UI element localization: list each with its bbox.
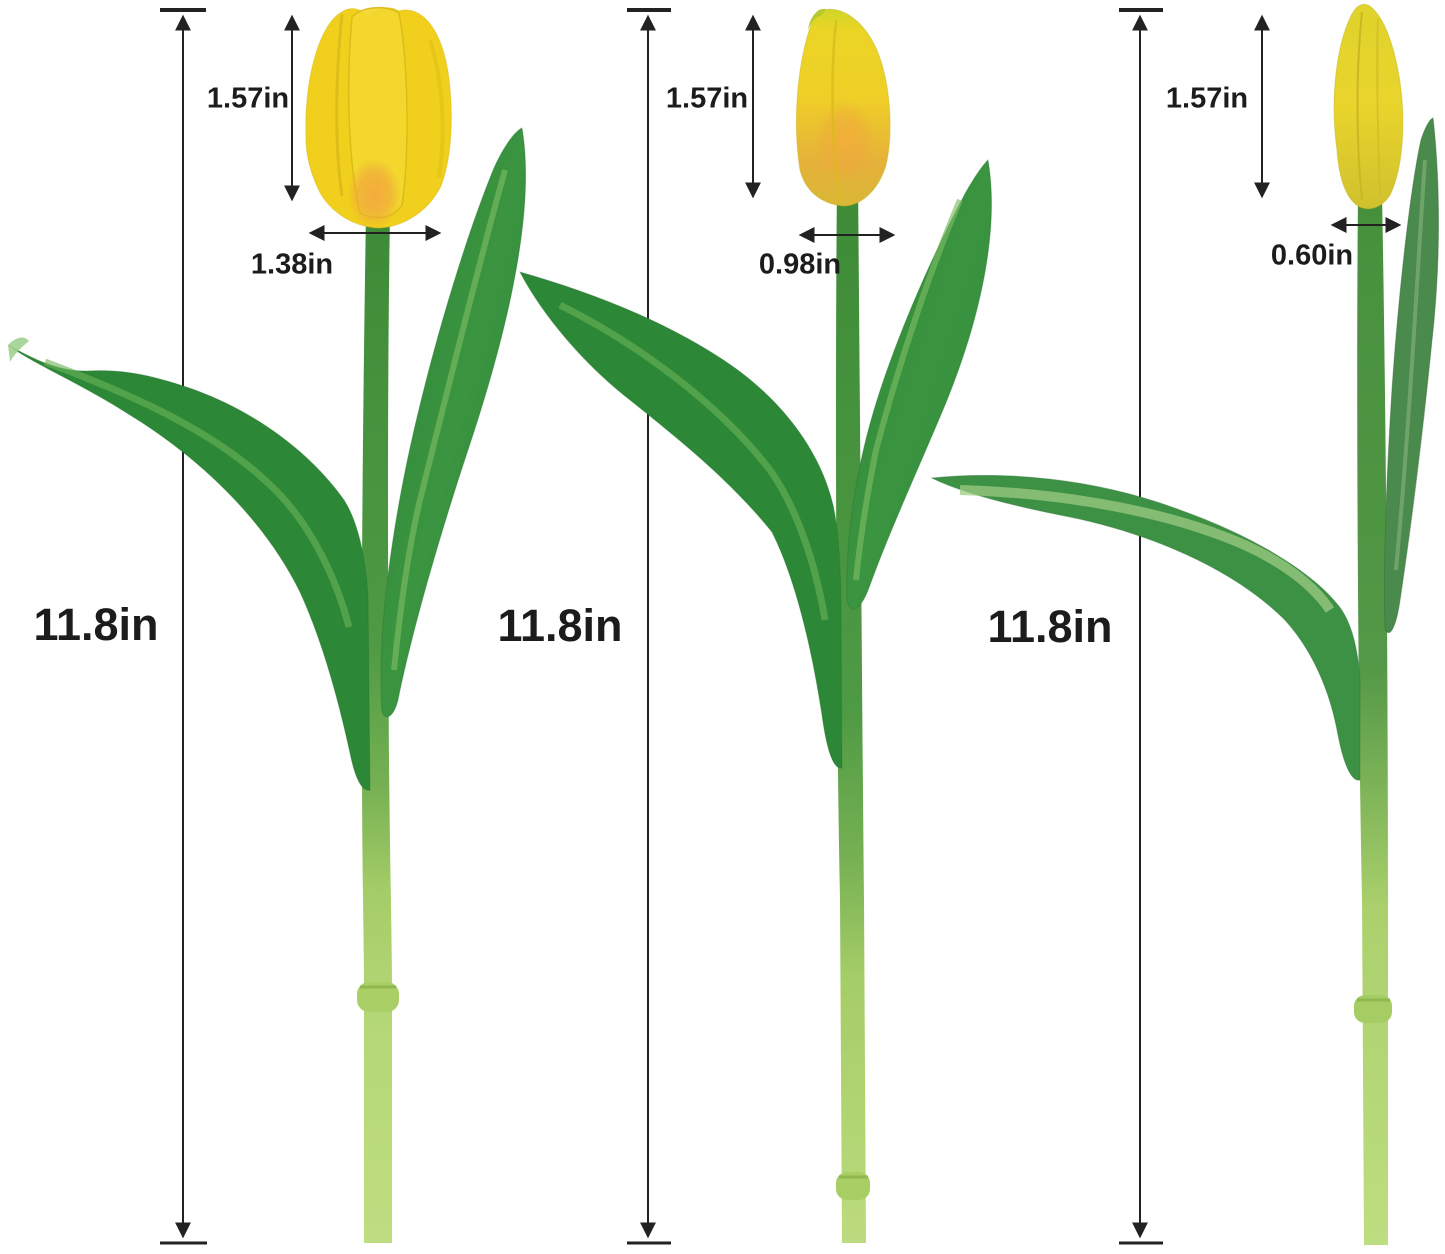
tulip1-stem-node (357, 982, 399, 1012)
tulip2-right-leaf (846, 158, 992, 610)
tulip-open-bloom-illustration (7, 6, 527, 1243)
tulip2-left-leaf (519, 271, 843, 769)
flower-width-label-2: 0.98in (758, 248, 842, 281)
flower-height-label-1: 1.57in (206, 82, 290, 115)
tulip2-stem-node (836, 1172, 870, 1200)
tulip3-bud (1333, 3, 1404, 210)
flower-height-label-3: 1.57in (1165, 82, 1249, 115)
tulip3-stem-node (1354, 995, 1392, 1023)
overall-height-dimension-lines (160, 8, 1163, 1245)
flower-width-label-1: 1.38in (250, 248, 334, 281)
height-dimension-line-3 (1119, 8, 1163, 1245)
flower-width-label-3: 0.60in (1270, 239, 1354, 272)
tulip2-stem (836, 180, 866, 1243)
tulip1-left-leaf (7, 344, 371, 791)
tulip1-right-leaf (380, 127, 527, 718)
tulip3-stem (1357, 195, 1388, 1245)
overall-height-label-3: 11.8in (987, 601, 1113, 652)
flower-dimension-lines (284, 14, 1402, 243)
tulip2-bud (795, 8, 891, 207)
overall-height-label-1: 11.8in (33, 599, 159, 650)
overall-height-label-2: 11.8in (497, 600, 623, 651)
tulip-medium-bud-illustration (519, 8, 992, 1243)
tulip1-flower (305, 6, 452, 230)
flower-height-label-2: 1.57in (665, 82, 749, 115)
height-dimension-line-2 (627, 8, 671, 1245)
tulip-small-bud-illustration (930, 3, 1439, 1245)
height-dimension-line-1 (160, 8, 207, 1245)
